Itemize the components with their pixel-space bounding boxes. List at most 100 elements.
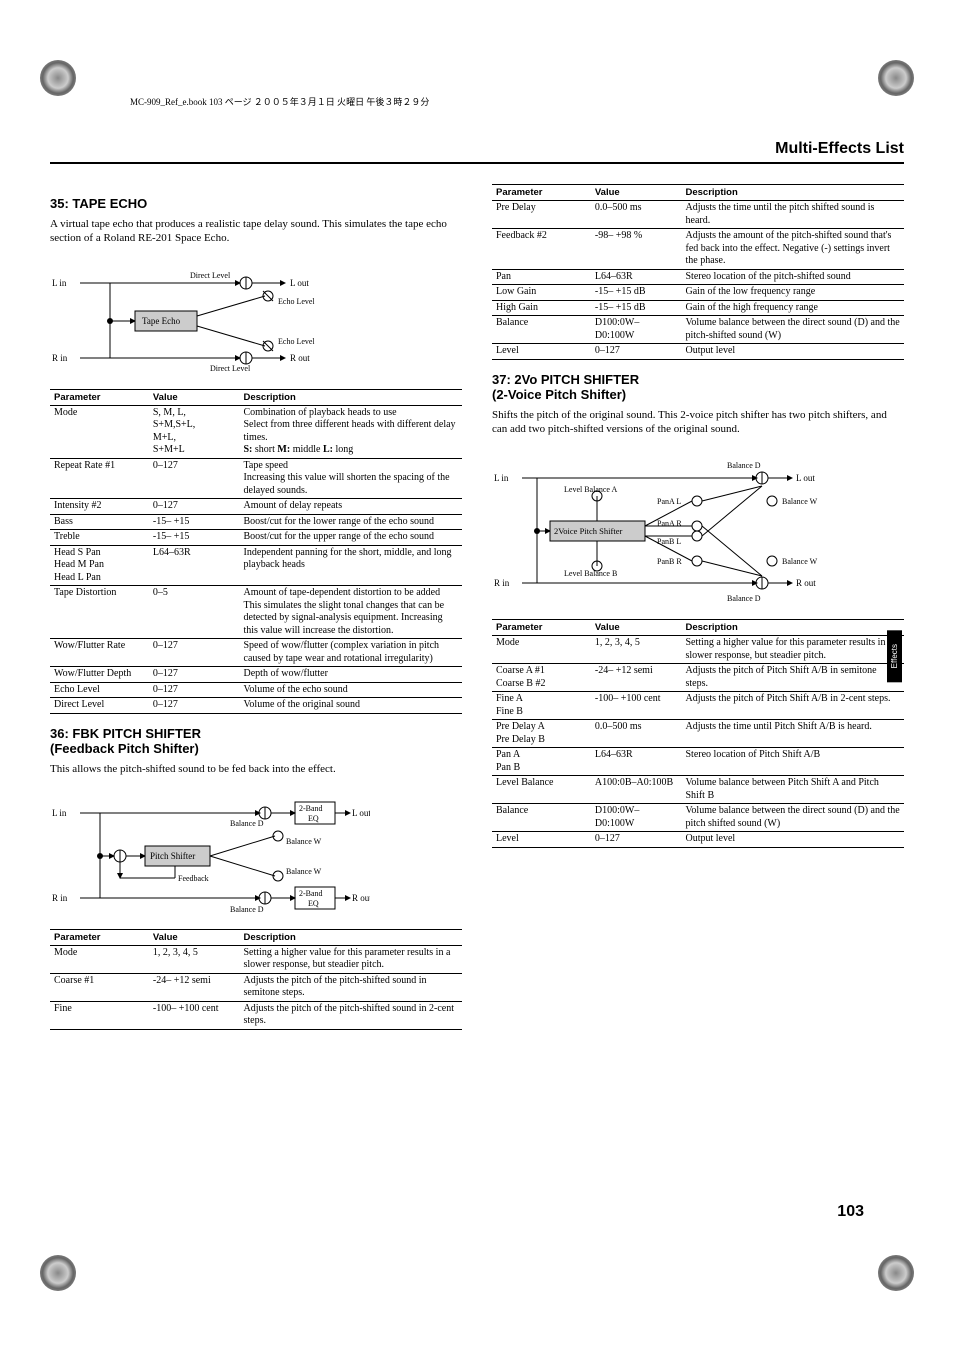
page-title: Multi-Effects List bbox=[775, 140, 904, 157]
table-row: Pan A Pan BL64–63RStereo location of Pit… bbox=[492, 748, 904, 776]
svg-text:Direct Level: Direct Level bbox=[210, 364, 251, 373]
table-row: High Gain-15– +15 dBGain of the high fre… bbox=[492, 300, 904, 316]
cell-parameter: Balance bbox=[492, 804, 591, 832]
cell-description: Combination of playback heads to useSele… bbox=[240, 405, 463, 458]
cell-parameter: Wow/Flutter Depth bbox=[50, 667, 149, 683]
cell-value: L64–63R bbox=[591, 748, 682, 776]
cell-parameter: Balance bbox=[492, 316, 591, 344]
table-row: Bass-15– +15Boost/cut for the lower rang… bbox=[50, 514, 462, 530]
table-row: Wow/Flutter Rate0–127Speed of wow/flutte… bbox=[50, 639, 462, 667]
svg-text:R in: R in bbox=[52, 353, 68, 363]
cell-value: -24– +12 semi bbox=[149, 973, 240, 1001]
cell-description: Adjusts the pitch of Pitch Shift A/B in … bbox=[682, 664, 905, 692]
cell-description: Adjusts the pitch of the pitch-shifted s… bbox=[240, 1001, 463, 1029]
cell-value: 0–127 bbox=[149, 682, 240, 698]
left-column: 35: TAPE ECHO A virtual tape echo that p… bbox=[50, 184, 462, 1042]
svg-text:L in: L in bbox=[52, 278, 67, 288]
col-description: Description bbox=[682, 620, 905, 636]
section-35-table: Parameter Value Description ModeS, M, L,… bbox=[50, 389, 462, 714]
cell-parameter: Mode bbox=[50, 945, 149, 973]
table-row: Feedback #2-98– +98 %Adjusts the amount … bbox=[492, 229, 904, 270]
table-row: Wow/Flutter Depth0–127Depth of wow/flutt… bbox=[50, 667, 462, 683]
col-description: Description bbox=[240, 929, 463, 945]
svg-text:Balance W: Balance W bbox=[782, 557, 818, 566]
cell-value: -15– +15 bbox=[149, 530, 240, 546]
table-row: Intensity #20–127Amount of delay repeats bbox=[50, 499, 462, 515]
cell-value: -15– +15 dB bbox=[591, 285, 682, 301]
cell-description: Volume balance between Pitch Shift A and… bbox=[682, 776, 905, 804]
svg-text:L out: L out bbox=[796, 473, 815, 483]
cell-value: 0.0–500 ms bbox=[591, 201, 682, 229]
cell-description: Volume balance between the direct sound … bbox=[682, 804, 905, 832]
svg-text:R out: R out bbox=[290, 353, 310, 363]
cell-description: Volume of the echo sound bbox=[240, 682, 463, 698]
table-row: Head S Pan Head M Pan Head L PanL64–63RI… bbox=[50, 545, 462, 586]
cell-parameter: Mode bbox=[50, 405, 149, 458]
svg-text:L in: L in bbox=[494, 473, 509, 483]
table-row: Direct Level0–127Volume of the original … bbox=[50, 698, 462, 714]
cell-parameter: Intensity #2 bbox=[50, 499, 149, 515]
svg-text:Balance D: Balance D bbox=[727, 594, 761, 603]
cell-value: 0–127 bbox=[149, 667, 240, 683]
cell-description: Depth of wow/flutter bbox=[240, 667, 463, 683]
cell-description: Adjusts the time until Pitch Shift A/B i… bbox=[682, 720, 905, 748]
col-parameter: Parameter bbox=[50, 389, 149, 405]
svg-text:Balance D: Balance D bbox=[230, 905, 264, 914]
table-row: Coarse A #1 Coarse B #2-24– +12 semiAdju… bbox=[492, 664, 904, 692]
cell-description: Gain of the high frequency range bbox=[682, 300, 905, 316]
cell-value: L64–63R bbox=[149, 545, 240, 586]
table-row: Level0–127Output level bbox=[492, 832, 904, 848]
table-row: Pre Delay0.0–500 msAdjusts the time unti… bbox=[492, 201, 904, 229]
table-row: Fine A Fine B-100– +100 centAdjusts the … bbox=[492, 692, 904, 720]
cell-value: D100:0W–D0:100W bbox=[591, 316, 682, 344]
col-description: Description bbox=[682, 185, 905, 201]
cell-parameter: Pan bbox=[492, 269, 591, 285]
svg-text:L out: L out bbox=[290, 278, 309, 288]
cell-description: Stereo location of Pitch Shift A/B bbox=[682, 748, 905, 776]
cell-description: Adjusts the amount of the pitch-shifted … bbox=[682, 229, 905, 270]
section-36-desc: This allows the pitch-shifted sound to b… bbox=[50, 762, 462, 776]
cell-parameter: Pre Delay A Pre Delay B bbox=[492, 720, 591, 748]
cell-parameter: Tape Distortion bbox=[50, 586, 149, 639]
cell-parameter: Mode bbox=[492, 636, 591, 664]
section-37-desc: Shifts the pitch of the original sound. … bbox=[492, 408, 904, 437]
svg-text:PanB R: PanB R bbox=[657, 557, 682, 566]
table-row: BalanceD100:0W–D0:100WVolume balance bet… bbox=[492, 316, 904, 344]
cell-description: Amount of delay repeats bbox=[240, 499, 463, 515]
cell-parameter: Feedback #2 bbox=[492, 229, 591, 270]
cell-value: L64–63R bbox=[591, 269, 682, 285]
section-37-title: 37: 2Vo PITCH SHIFTER (2-Voice Pitch Shi… bbox=[492, 372, 904, 402]
table-row: Level0–127Output level bbox=[492, 344, 904, 360]
col-parameter: Parameter bbox=[492, 620, 591, 636]
svg-text:L out: L out bbox=[352, 808, 370, 818]
cell-description: Adjusts the time until the pitch shifted… bbox=[682, 201, 905, 229]
print-header: MC-909_Ref_e.book 103 ページ ２００５年３月１日 火曜日 … bbox=[130, 95, 429, 108]
table-row: Tape Distortion0–5Amount of tape-depende… bbox=[50, 586, 462, 639]
2vo-pitch-diagram: L in R in 2Voice Pitch Shifter Level Bal… bbox=[492, 456, 832, 606]
col-parameter: Parameter bbox=[50, 929, 149, 945]
svg-text:Echo Level: Echo Level bbox=[278, 297, 315, 306]
cell-description: Adjusts the pitch of the pitch-shifted s… bbox=[240, 973, 463, 1001]
table-row: BalanceD100:0W–D0:100WVolume balance bet… bbox=[492, 804, 904, 832]
svg-text:2-Band: 2-Band bbox=[299, 889, 323, 898]
cell-parameter: Echo Level bbox=[50, 682, 149, 698]
fbk-pitch-diagram: L in R in Pitch Shifter Feedback 2-BandE… bbox=[50, 796, 370, 916]
cell-parameter: Pan A Pan B bbox=[492, 748, 591, 776]
svg-text:R out: R out bbox=[796, 578, 816, 588]
svg-text:PanA R: PanA R bbox=[657, 519, 682, 528]
cell-parameter: Direct Level bbox=[50, 698, 149, 714]
cell-value: 0–127 bbox=[591, 344, 682, 360]
table-row: Level BalanceA100:0B–A0:100BVolume balan… bbox=[492, 776, 904, 804]
table-row: Mode1, 2, 3, 4, 5Setting a higher value … bbox=[50, 945, 462, 973]
page-header: Multi-Effects List bbox=[50, 140, 904, 164]
cell-description: Setting a higher value for this paramete… bbox=[682, 636, 905, 664]
table-row: Treble-15– +15Boost/cut for the upper ra… bbox=[50, 530, 462, 546]
cell-description: Independent panning for the short, middl… bbox=[240, 545, 463, 586]
svg-text:R in: R in bbox=[494, 578, 510, 588]
cell-value: -15– +15 dB bbox=[591, 300, 682, 316]
cell-value: 0–127 bbox=[149, 499, 240, 515]
svg-text:Direct Level: Direct Level bbox=[190, 271, 231, 280]
svg-text:Level Balance A: Level Balance A bbox=[564, 485, 618, 494]
cell-value: -24– +12 semi bbox=[591, 664, 682, 692]
col-description: Description bbox=[240, 389, 463, 405]
